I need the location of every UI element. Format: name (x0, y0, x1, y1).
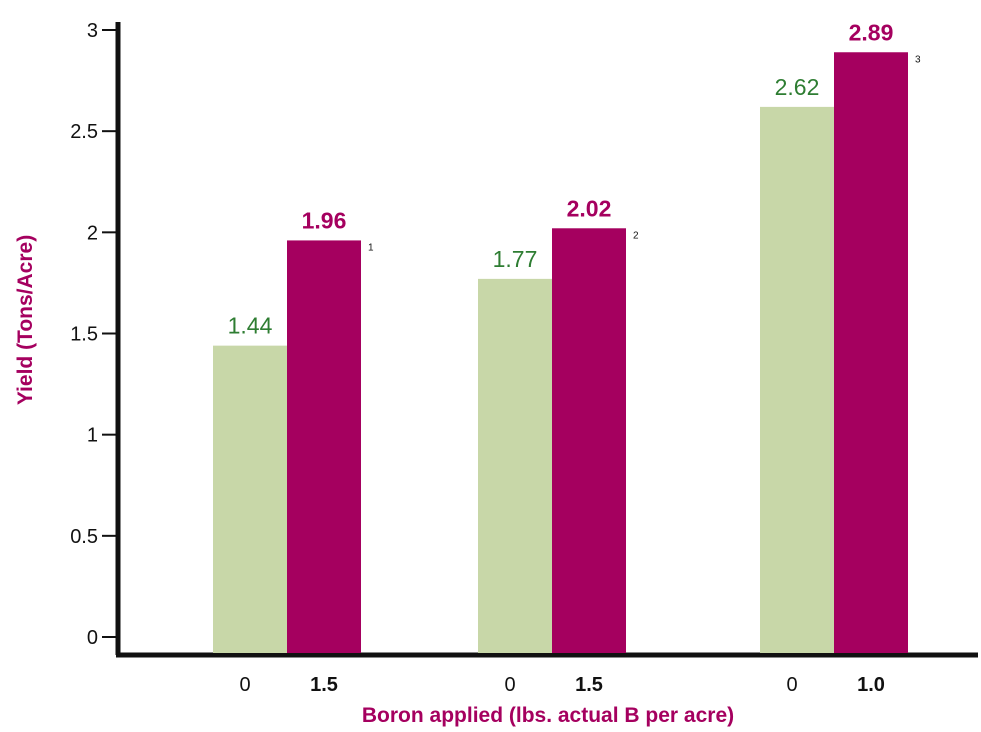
x-tick-label: 1.5 (575, 674, 603, 696)
x-tick-label: 0 (504, 674, 515, 696)
plot-area: 0 0.5 1 1.5 2 2.5 3 1.44 0 1.96 1.5 1 1.77 0 2.02 1.5 2 2… (70, 19, 978, 696)
footnote-marker: 2 (633, 230, 639, 241)
y-tick-label: 2 (87, 222, 98, 244)
bar (213, 345, 287, 653)
bar-value-label: 2.62 (775, 74, 820, 100)
x-axis-title: Boron applied (lbs. actual B per acre) (362, 704, 734, 727)
x-tick-label: 1.0 (857, 674, 885, 696)
bar-value-label: 1.96 (302, 207, 347, 233)
footnote-marker: 1 (368, 242, 374, 253)
bar-value-label: 2.02 (567, 195, 612, 221)
y-tick-label: 1.5 (70, 324, 98, 346)
bar-value-label: 1.77 (493, 246, 538, 272)
x-tick-label: 0 (239, 674, 250, 696)
footnote-marker: 3 (915, 54, 921, 65)
bar-value-label: 2.89 (849, 19, 894, 45)
bar (760, 106, 834, 654)
y-tick-label: 3 (87, 20, 98, 42)
y-tick-label: 0 (87, 627, 98, 649)
x-tick-label: 0 (786, 674, 797, 696)
x-tick-label: 1.5 (310, 674, 338, 696)
bar (552, 228, 626, 653)
y-tick-label: 0.5 (70, 526, 98, 548)
y-tick-label: 1 (87, 425, 98, 447)
bar (478, 278, 552, 653)
bar-value-label: 1.44 (228, 313, 273, 339)
y-tick-label: 2.5 (70, 121, 98, 143)
bar (834, 52, 908, 654)
bar (287, 240, 361, 653)
y-axis-title: Yield (Tons/Acre) (14, 235, 37, 405)
